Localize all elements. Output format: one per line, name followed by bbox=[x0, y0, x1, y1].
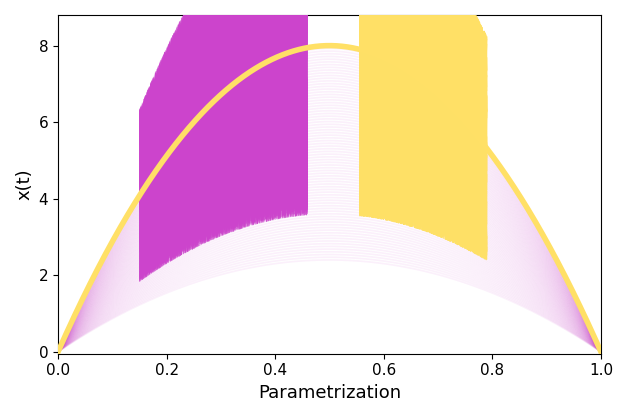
Y-axis label: x(t): x(t) bbox=[15, 168, 33, 200]
X-axis label: Parametrization: Parametrization bbox=[258, 384, 401, 402]
